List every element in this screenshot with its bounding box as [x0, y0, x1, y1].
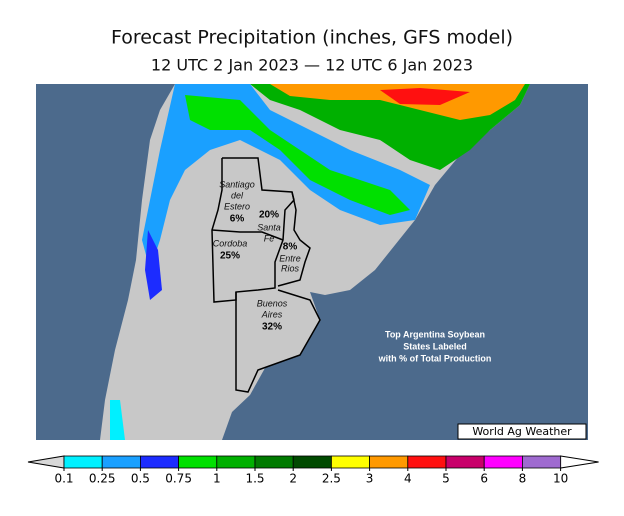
colorbar-segment: [292, 455, 332, 469]
colorbar-tick-label: 0.75: [165, 472, 192, 486]
province-name: Cordoba: [213, 238, 248, 248]
province-name: Aires: [261, 309, 283, 319]
province-share: 6%: [230, 214, 245, 225]
colorbar-tick-label: 0.1: [54, 472, 73, 486]
colorbar-segment: [254, 455, 294, 469]
province-share: 8%: [283, 242, 298, 253]
note: with % of Total Production: [378, 353, 492, 363]
province-name: Entre: [279, 253, 301, 263]
colorbar-tick-label: 2: [289, 472, 297, 486]
colorbar-tick-label: 10: [553, 472, 568, 486]
colorbar-tick-label: 1: [213, 472, 221, 486]
colorbar-over: [560, 455, 599, 469]
colorbar-segment: [101, 455, 141, 469]
precip-andes: [145, 230, 162, 300]
colorbar-tick-label: 0.5: [131, 472, 150, 486]
colorbar-segment: [445, 455, 485, 469]
precip-south: [110, 400, 125, 440]
note: States Labeled: [403, 341, 467, 351]
precip-red: [380, 88, 470, 105]
credit-box: [457, 423, 587, 440]
colorbar-segment: [330, 455, 370, 469]
colorbar-tick-label: 0.25: [89, 472, 116, 486]
province-name: Estero: [224, 201, 250, 211]
province-share: 32%: [262, 322, 282, 333]
colorbar-segment: [178, 455, 218, 469]
note: Top Argentina Soybean: [385, 329, 485, 339]
title: Forecast Precipitation (inches, GFS mode…: [111, 27, 513, 49]
province-borders: [211, 157, 321, 393]
province-name: Buenos: [257, 298, 288, 308]
map: [36, 84, 588, 440]
colorbar-segment: [139, 455, 179, 469]
colorbar-segment: [407, 455, 447, 469]
colorbar-under: [27, 455, 65, 469]
colorbar-segment: [216, 455, 256, 469]
colorbar-segment: [522, 455, 562, 469]
atlantic: [222, 84, 588, 440]
precip-light: [142, 84, 430, 270]
province-name: Santa: [257, 222, 281, 232]
colorbar-segment: [483, 455, 523, 469]
colorbar: 0.1 0.25 0.5 0.75 1 1.5 2 2.5 3 4 5 6 8 10: [27, 455, 599, 486]
province-name: del: [231, 190, 244, 200]
colorbar-tick-label: 5: [442, 472, 450, 486]
province-name: Santiago: [219, 179, 255, 189]
subtitle: 12 UTC 2 Jan 2023 — 12 UTC 6 Jan 2023: [151, 56, 473, 75]
colorbar-tick-label: 3: [366, 472, 374, 486]
colorbar-tick-label: 8: [519, 472, 527, 486]
province-share: 20%: [259, 210, 279, 221]
colorbar-segment: [369, 455, 409, 469]
credit: World Ag Weather: [472, 425, 572, 438]
colorbar-tick-label: 1.5: [245, 472, 264, 486]
colorbar-tick-label: 2.5: [322, 472, 341, 486]
colorbar-tick-label: 4: [404, 472, 412, 486]
province-name: Fe: [264, 233, 275, 243]
colorbar-segment: [63, 455, 103, 469]
precip-mid: [185, 95, 410, 215]
pacific: [36, 84, 175, 440]
province-share: 25%: [220, 251, 240, 262]
province-name: Rios: [281, 263, 300, 273]
colorbar-tick-label: 6: [480, 472, 488, 486]
